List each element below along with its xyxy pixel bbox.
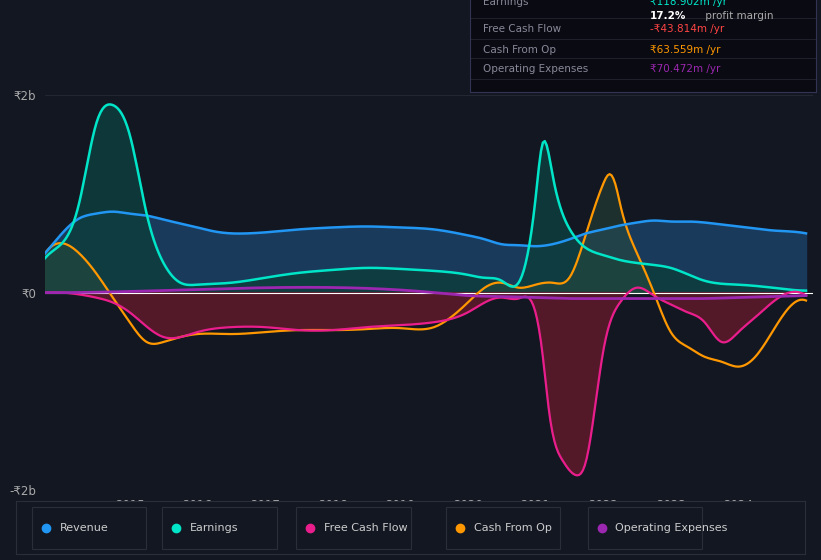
Text: 17.2%: 17.2% xyxy=(649,11,686,21)
Text: Cash From Op: Cash From Op xyxy=(484,45,557,55)
Text: Earnings: Earnings xyxy=(484,0,529,7)
Text: Operating Expenses: Operating Expenses xyxy=(616,523,727,533)
Text: Revenue: Revenue xyxy=(60,523,108,533)
Text: Free Cash Flow: Free Cash Flow xyxy=(323,523,407,533)
Text: ₹118.902m /yr: ₹118.902m /yr xyxy=(649,0,727,7)
Text: Cash From Op: Cash From Op xyxy=(474,523,552,533)
Text: Operating Expenses: Operating Expenses xyxy=(484,64,589,74)
Text: profit margin: profit margin xyxy=(702,11,773,21)
Text: Earnings: Earnings xyxy=(190,523,238,533)
Text: Free Cash Flow: Free Cash Flow xyxy=(484,24,562,34)
Text: -₹43.814m /yr: -₹43.814m /yr xyxy=(649,24,724,34)
Text: ₹70.472m /yr: ₹70.472m /yr xyxy=(649,64,720,74)
Text: ₹63.559m /yr: ₹63.559m /yr xyxy=(649,45,720,55)
